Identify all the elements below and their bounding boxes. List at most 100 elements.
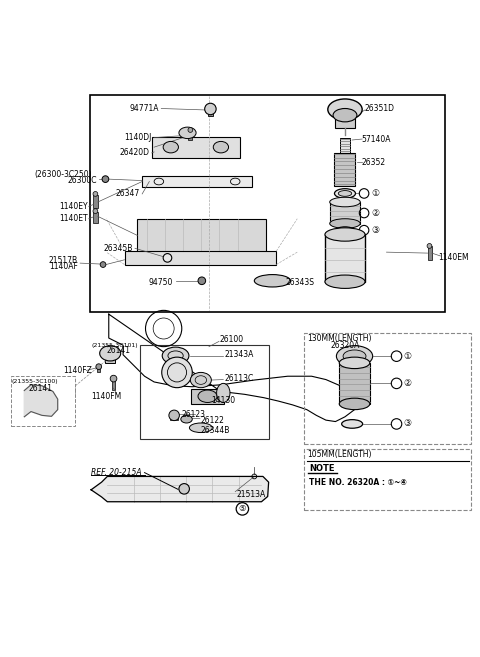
Bar bbox=[94, 212, 98, 223]
Bar bbox=[170, 415, 178, 420]
Text: 21517B: 21517B bbox=[48, 256, 78, 265]
Text: ②: ② bbox=[371, 208, 379, 217]
Bar bbox=[192, 389, 224, 404]
Text: ⑤: ⑤ bbox=[239, 505, 246, 513]
Text: ②: ② bbox=[404, 379, 412, 388]
Ellipse shape bbox=[216, 384, 230, 403]
Ellipse shape bbox=[181, 415, 192, 423]
Text: 1140DJ: 1140DJ bbox=[124, 133, 152, 142]
Text: ③: ③ bbox=[371, 226, 379, 235]
Text: 1140EY: 1140EY bbox=[60, 202, 88, 211]
Text: 26351D: 26351D bbox=[364, 104, 394, 114]
Bar bbox=[304, 449, 471, 510]
Ellipse shape bbox=[191, 373, 211, 388]
Ellipse shape bbox=[213, 141, 228, 153]
Text: 26347: 26347 bbox=[116, 189, 140, 198]
Circle shape bbox=[93, 192, 98, 196]
Text: 94771A: 94771A bbox=[130, 104, 159, 113]
Ellipse shape bbox=[325, 228, 365, 241]
Circle shape bbox=[110, 375, 117, 382]
Text: 26344B: 26344B bbox=[201, 426, 230, 435]
Text: 26345B: 26345B bbox=[103, 244, 132, 253]
Text: (26300-3C250): (26300-3C250) bbox=[35, 170, 92, 179]
Ellipse shape bbox=[330, 197, 360, 207]
Circle shape bbox=[96, 364, 102, 369]
Bar bbox=[137, 219, 266, 252]
Text: THE NO. 26320A : ①~④: THE NO. 26320A : ①~④ bbox=[309, 478, 407, 487]
Text: ③: ③ bbox=[404, 419, 412, 428]
Circle shape bbox=[163, 254, 172, 262]
Ellipse shape bbox=[339, 398, 370, 409]
Bar bbox=[90, 95, 445, 312]
Bar bbox=[340, 137, 350, 153]
Ellipse shape bbox=[190, 423, 212, 432]
Polygon shape bbox=[24, 385, 58, 417]
Ellipse shape bbox=[328, 99, 362, 120]
Text: REF. 20-215A: REF. 20-215A bbox=[91, 468, 141, 477]
Ellipse shape bbox=[338, 191, 352, 196]
Ellipse shape bbox=[163, 141, 179, 153]
Text: (21355-3C100): (21355-3C100) bbox=[12, 380, 59, 384]
Text: 26352: 26352 bbox=[362, 158, 386, 167]
Bar bbox=[335, 153, 356, 187]
Bar bbox=[208, 108, 213, 116]
Text: ①: ① bbox=[404, 351, 412, 361]
Ellipse shape bbox=[343, 350, 366, 363]
Ellipse shape bbox=[333, 108, 357, 122]
Text: 26141: 26141 bbox=[29, 384, 53, 393]
Text: ①: ① bbox=[371, 189, 379, 198]
Bar bbox=[124, 251, 276, 265]
Text: 26420D: 26420D bbox=[120, 148, 149, 158]
Text: 26141: 26141 bbox=[107, 346, 131, 355]
Text: NOTE: NOTE bbox=[309, 464, 335, 473]
Ellipse shape bbox=[339, 357, 370, 369]
Ellipse shape bbox=[335, 189, 356, 198]
Ellipse shape bbox=[179, 127, 196, 139]
Text: (21355-3C101): (21355-3C101) bbox=[91, 343, 138, 348]
Text: 21343A: 21343A bbox=[225, 350, 254, 359]
Text: 1140AF: 1140AF bbox=[49, 262, 78, 271]
Text: 26100: 26100 bbox=[220, 336, 244, 344]
Bar bbox=[428, 246, 432, 260]
Text: 26320A: 26320A bbox=[331, 341, 360, 350]
Circle shape bbox=[162, 357, 192, 388]
Ellipse shape bbox=[325, 275, 365, 288]
Circle shape bbox=[100, 261, 106, 267]
Text: 1140FZ: 1140FZ bbox=[63, 366, 92, 375]
Bar bbox=[336, 115, 355, 128]
Text: 26123: 26123 bbox=[182, 410, 206, 419]
Ellipse shape bbox=[198, 390, 217, 403]
Ellipse shape bbox=[162, 347, 189, 364]
Bar bbox=[112, 379, 116, 390]
Ellipse shape bbox=[330, 219, 360, 228]
Text: 57140A: 57140A bbox=[362, 135, 391, 143]
Bar bbox=[140, 345, 269, 440]
Bar bbox=[325, 235, 365, 282]
Ellipse shape bbox=[336, 227, 354, 233]
Ellipse shape bbox=[100, 346, 120, 361]
Text: 21513A: 21513A bbox=[236, 490, 265, 499]
Bar bbox=[94, 195, 98, 208]
Ellipse shape bbox=[254, 275, 290, 287]
Text: 1140ET: 1140ET bbox=[60, 214, 88, 223]
Bar bbox=[11, 376, 75, 426]
Circle shape bbox=[93, 209, 98, 214]
Circle shape bbox=[102, 176, 109, 183]
Bar bbox=[304, 333, 471, 444]
Circle shape bbox=[204, 103, 216, 115]
Text: 130MM(LENGTH): 130MM(LENGTH) bbox=[307, 334, 372, 344]
Text: 1140EM: 1140EM bbox=[438, 254, 468, 262]
Circle shape bbox=[188, 127, 193, 132]
Circle shape bbox=[169, 410, 180, 420]
Bar bbox=[142, 176, 252, 187]
Bar bbox=[330, 202, 360, 223]
Circle shape bbox=[179, 484, 190, 494]
Text: 105MM(LENGTH): 105MM(LENGTH) bbox=[307, 450, 372, 459]
Text: 26113C: 26113C bbox=[225, 374, 254, 383]
Text: 26343S: 26343S bbox=[285, 278, 314, 287]
Text: 94750: 94750 bbox=[149, 278, 173, 287]
Bar bbox=[97, 365, 100, 373]
Bar bbox=[106, 355, 115, 363]
Circle shape bbox=[427, 244, 432, 248]
Text: 1140FM: 1140FM bbox=[91, 392, 121, 401]
